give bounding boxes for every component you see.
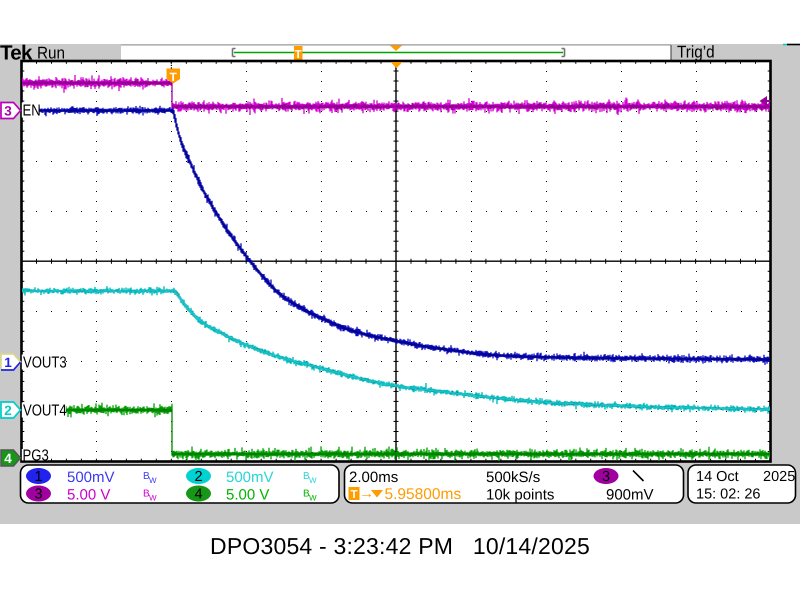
svg-text:W: W xyxy=(149,476,157,485)
svg-text:2: 2 xyxy=(4,403,12,418)
svg-text:5.00 V: 5.00 V xyxy=(67,487,110,504)
svg-text:Run: Run xyxy=(37,44,65,63)
svg-text:EN: EN xyxy=(23,103,41,120)
svg-text:500mV: 500mV xyxy=(67,469,115,486)
svg-text:B: B xyxy=(143,471,150,482)
svg-text:B: B xyxy=(303,471,310,482)
svg-text:B: B xyxy=(303,489,310,500)
svg-text:VOUT4: VOUT4 xyxy=(23,403,67,420)
svg-text:2.00ms: 2.00ms xyxy=(349,469,398,486)
svg-text:3: 3 xyxy=(4,104,12,119)
svg-text:3: 3 xyxy=(602,469,610,485)
svg-text:5.95800ms: 5.95800ms xyxy=(385,486,462,503)
svg-text:PG3: PG3 xyxy=(23,448,49,465)
svg-text:T: T xyxy=(350,489,357,501)
svg-text:DPO3054 - 3:23:42 PM 10/14/2: DPO3054 - 3:23:42 PM 10/14/2025 xyxy=(210,533,590,559)
svg-text:B: B xyxy=(143,489,150,500)
svg-text:Tek: Tek xyxy=(0,42,33,65)
svg-text:3: 3 xyxy=(34,487,42,503)
svg-text:T: T xyxy=(170,70,178,84)
svg-text:500kS/s: 500kS/s xyxy=(486,469,540,486)
svg-text:4: 4 xyxy=(194,487,202,503)
svg-text:VOUT3: VOUT3 xyxy=(23,355,67,372)
svg-text:→: → xyxy=(359,485,374,502)
svg-text:4: 4 xyxy=(4,451,12,466)
svg-text:500mV: 500mV xyxy=(226,469,274,486)
svg-text:15: 02: 26: 15: 02: 26 xyxy=(696,487,761,503)
svg-text:W: W xyxy=(309,494,317,503)
svg-text:14 Oct: 14 Oct xyxy=(696,469,739,485)
svg-text:T: T xyxy=(295,49,302,61)
svg-text:10k points: 10k points xyxy=(486,487,554,504)
svg-text:1: 1 xyxy=(4,355,12,370)
svg-text:Trig’d: Trig’d xyxy=(677,43,715,62)
svg-text:W: W xyxy=(309,476,317,485)
svg-text:900mV: 900mV xyxy=(606,487,654,504)
svg-text:1: 1 xyxy=(34,469,42,485)
svg-text:W: W xyxy=(149,494,157,503)
svg-text:2025: 2025 xyxy=(763,469,795,485)
svg-text:5.00 V: 5.00 V xyxy=(226,487,269,504)
svg-text:2: 2 xyxy=(194,469,202,485)
